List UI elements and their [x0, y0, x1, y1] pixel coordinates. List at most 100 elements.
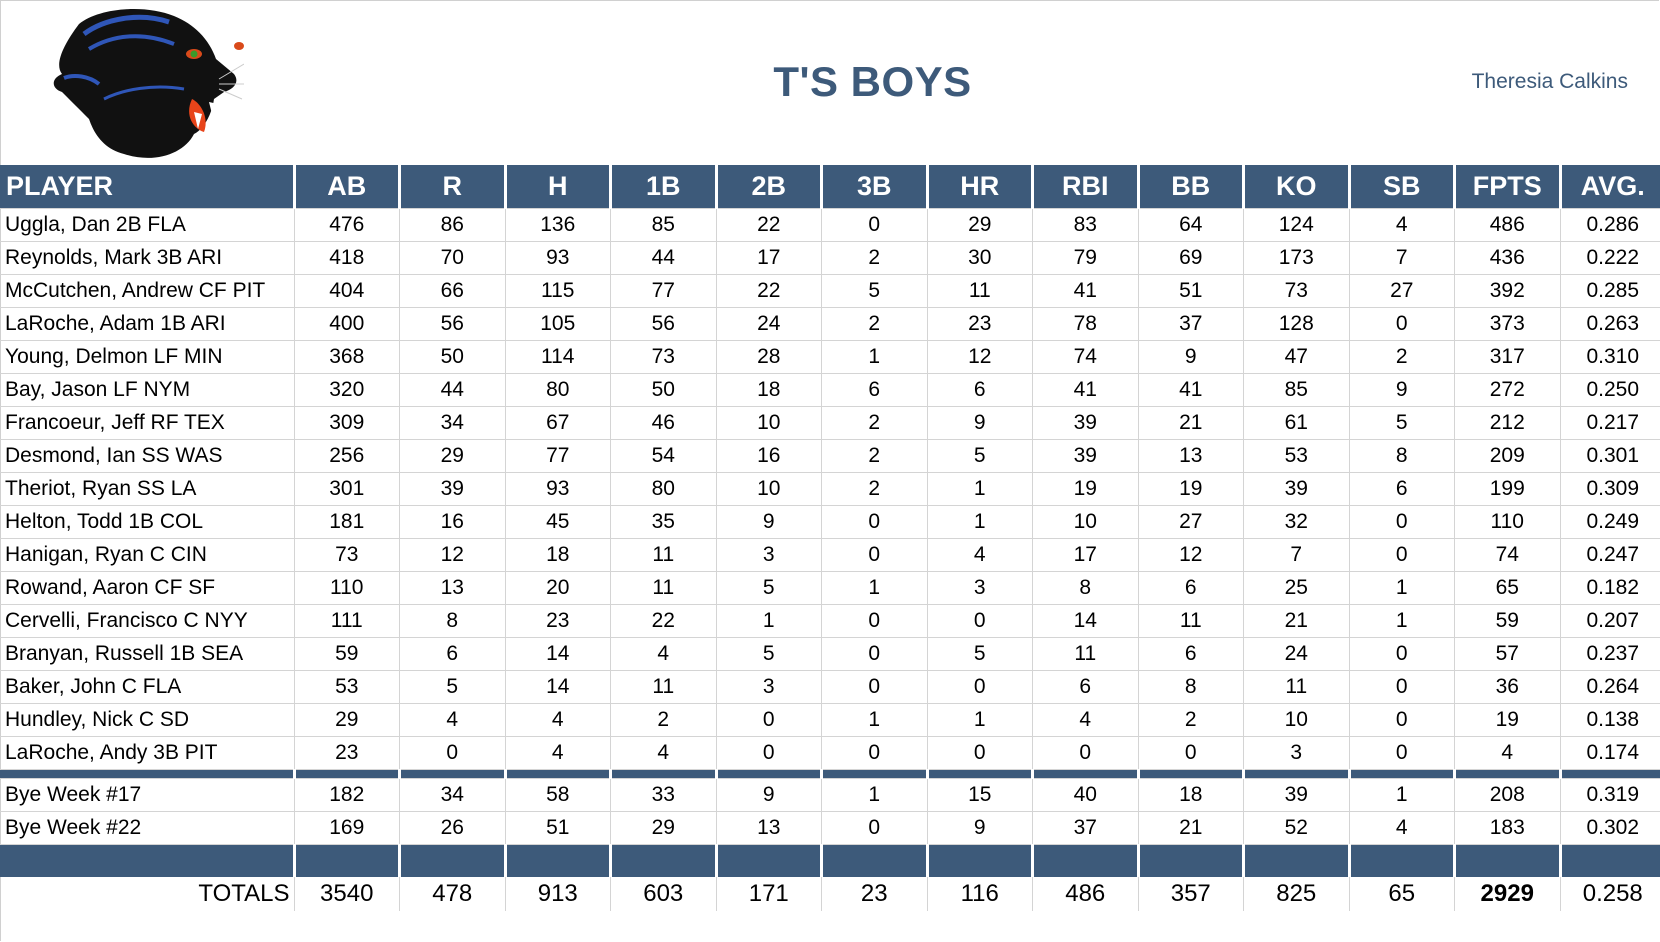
player-row: Young, Delmon LF MIN 368 50 114 73 28 1 12 74 9 47…: [0, 339, 1660, 374]
player-name-cell: LaRoche, Adam 1B ARI: [0, 306, 295, 341]
stat-cell-hr: 0: [926, 735, 1033, 770]
stat-cell-sb: 7: [1348, 240, 1455, 275]
stat-cell-r: 39: [399, 471, 506, 506]
totals-separator-band-cell: [1242, 844, 1351, 877]
stat-cell-sb: 0: [1348, 702, 1455, 737]
stat-cell-fpts: 208: [1454, 777, 1561, 812]
stat-cell-hr: 12: [926, 339, 1033, 374]
stat-cell-rbi: 19: [1032, 471, 1139, 506]
stat-cell-h: 115: [504, 273, 611, 308]
stat-cell-3b: 1: [821, 702, 928, 737]
stat-cell-1b: 35: [610, 504, 717, 539]
stat-cell-fpts: 74: [1454, 537, 1561, 572]
stat-cell-avg: 0.302: [1559, 810, 1660, 845]
stat-cell-bb: 19: [1137, 471, 1244, 506]
stat-cell-fpts: 209: [1454, 438, 1561, 473]
player-row: LaRoche, Andy 3B PIT 23 0 4 4 0 0 0 0 0 3 0 4 0.174: [0, 735, 1660, 770]
stat-cell-ko: 10: [1243, 702, 1350, 737]
stat-cell-2b: 16: [715, 438, 822, 473]
stat-cell-h: 4: [504, 702, 611, 737]
stat-cell-ab: 301: [293, 471, 400, 506]
column-header-avg: AVG.: [1558, 165, 1660, 208]
stat-cell-sb: 27: [1348, 273, 1455, 308]
stat-cell-2b: 0: [715, 735, 822, 770]
stat-cell-avg: 0.222: [1559, 240, 1660, 275]
stat-cell-rbi: 39: [1032, 405, 1139, 440]
stat-cell-ab: 169: [293, 810, 400, 845]
stat-cell-ab: 400: [293, 306, 400, 341]
stat-cell-avg: 0.138: [1559, 702, 1660, 737]
player-row: Helton, Todd 1B COL 181 16 45 35 9 0 1 10 27 32 0 11…: [0, 504, 1660, 539]
stat-cell-bb: 18: [1137, 777, 1244, 812]
stat-cell-fpts: 19: [1454, 702, 1561, 737]
section-separator-cell: [292, 769, 401, 778]
stat-cell-ab: 59: [293, 636, 400, 671]
stat-cell-hr: 0: [926, 603, 1033, 638]
player-row: Rowand, Aaron CF SF 110 13 20 11 5 1 3 8 6 25 1 65 0.…: [0, 570, 1660, 605]
owner-name: Theresia Calkins: [1471, 70, 1628, 93]
totals-separator-band-cell: [292, 844, 401, 877]
stat-cell-1b: 603: [610, 877, 717, 911]
stat-cell-ko: 24: [1243, 636, 1350, 671]
stat-cell-avg: 0.263: [1559, 306, 1660, 341]
stat-cell-1b: 46: [610, 405, 717, 440]
stat-cell-sb: 0: [1348, 504, 1455, 539]
stat-cell-fpts: 436: [1454, 240, 1561, 275]
stat-cell-3b: 0: [821, 207, 928, 242]
stat-cell-1b: 33: [610, 777, 717, 812]
stat-cell-rbi: 10: [1032, 504, 1139, 539]
player-row: Francoeur, Jeff RF TEX 309 34 67 46 10 2 9 39 21 6…: [0, 405, 1660, 440]
stat-cell-1b: 2: [610, 702, 717, 737]
stat-cell-sb: 0: [1348, 306, 1455, 341]
stat-cell-2b: 9: [715, 504, 822, 539]
stat-cell-1b: 85: [610, 207, 717, 242]
stat-cell-fpts: 183: [1454, 810, 1561, 845]
stat-cell-h: 913: [504, 877, 611, 911]
stat-cell-2b: 5: [715, 636, 822, 671]
stat-cell-h: 23: [504, 603, 611, 638]
stat-cell-sb: 4: [1348, 810, 1455, 845]
stat-cell-r: 34: [399, 777, 506, 812]
section-separator-cell: [714, 769, 823, 778]
stat-cell-r: 478: [399, 877, 506, 911]
stat-cell-ab: 111: [293, 603, 400, 638]
stat-cell-sb: 6: [1348, 471, 1455, 506]
stat-cell-sb: 0: [1348, 669, 1455, 704]
stat-cell-avg: 0.217: [1559, 405, 1660, 440]
column-header-fpts: FPTS: [1453, 165, 1562, 208]
stat-cell-3b: 2: [821, 240, 928, 275]
stat-cell-2b: 17: [715, 240, 822, 275]
player-name-cell: Rowand, Aaron CF SF: [0, 570, 295, 605]
stat-cell-r: 0: [399, 735, 506, 770]
stat-cell-1b: 4: [610, 735, 717, 770]
stat-cell-1b: 80: [610, 471, 717, 506]
stat-cell-3b: 6: [821, 372, 928, 407]
stat-cell-3b: 2: [821, 405, 928, 440]
stat-cell-sb: 8: [1348, 438, 1455, 473]
stat-cell-avg: 0.264: [1559, 669, 1660, 704]
player-name-cell: Bye Week #22: [0, 810, 295, 845]
stat-cell-fpts: 486: [1454, 207, 1561, 242]
stat-cell-r: 4: [399, 702, 506, 737]
stat-cell-hr: 9: [926, 405, 1033, 440]
totals-separator-band-cell: [1347, 844, 1456, 877]
totals-separator-band-cell: [503, 844, 612, 877]
stat-cell-ko: 25: [1243, 570, 1350, 605]
stat-cell-r: 13: [399, 570, 506, 605]
stat-cell-ab: 256: [293, 438, 400, 473]
section-separator-cell: [398, 769, 507, 778]
player-row: Hanigan, Ryan C CIN 73 12 18 11 3 0 4 17 12 7 0 74 0.…: [0, 537, 1660, 572]
stat-cell-avg: 0.182: [1559, 570, 1660, 605]
stat-cell-sb: 0: [1348, 735, 1455, 770]
stat-cell-h: 18: [504, 537, 611, 572]
stat-cell-2b: 171: [715, 877, 822, 911]
stat-cell-ab: 404: [293, 273, 400, 308]
stat-cell-rbi: 4: [1032, 702, 1139, 737]
player-row: Cervelli, Francisco C NYY 111 8 23 22 1 0 0 14 11…: [0, 603, 1660, 638]
stat-cell-2b: 5: [715, 570, 822, 605]
stat-cell-h: 93: [504, 471, 611, 506]
section-separator-cell: [1136, 769, 1245, 778]
player-row: Bay, Jason LF NYM 320 44 80 50 18 6 6 41 41 85 9 272…: [0, 372, 1660, 407]
section-separator-cell: [609, 769, 718, 778]
stat-cell-2b: 22: [715, 273, 822, 308]
